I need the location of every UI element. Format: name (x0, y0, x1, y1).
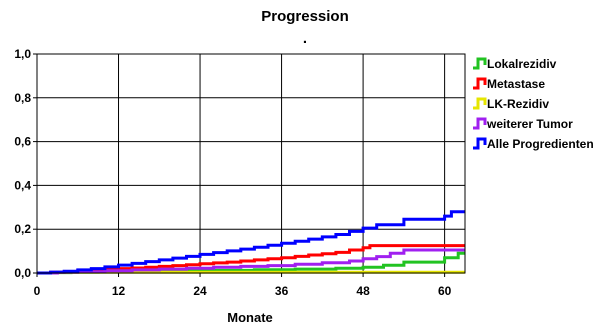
legend-swatch (473, 57, 487, 70)
legend-label: Metastase (487, 77, 545, 91)
legend: Lokalrezidiv Metastase LK-Rezidiv weiterer … (473, 57, 594, 151)
chart-subtitle: . (303, 30, 307, 47)
chart-title: Progression (261, 8, 349, 25)
legend-swatch (473, 137, 487, 150)
y-tick-label: 0,8 (14, 91, 31, 105)
series-lines (37, 210, 465, 275)
x-tick-label: 0 (34, 284, 41, 298)
plot-frame (36, 53, 466, 274)
x-tick-label: 60 (438, 284, 452, 298)
x-tick-label: 36 (275, 284, 289, 298)
legend-label: LK-Rezidiv (487, 97, 549, 111)
x-tick-label: 48 (356, 284, 370, 298)
x-axis-label: Monate (227, 310, 273, 325)
y-tick-label: 0,2 (14, 222, 31, 236)
legend-label: weiterer Tumor (486, 117, 573, 131)
y-tick-label: 0,6 (14, 135, 31, 149)
grid (36, 53, 465, 274)
legend-label: Lokalrezidiv (487, 57, 557, 71)
x-tick-label: 24 (193, 284, 207, 298)
y-tick-label: 0,0 (14, 266, 31, 280)
legend-swatch (473, 97, 487, 110)
legend-swatch (473, 117, 487, 130)
y-tick-label: 0,4 (14, 178, 31, 192)
legend-swatch (473, 77, 487, 90)
y-tick-label: 1,0 (14, 47, 31, 61)
x-axis-ticks: 0 12 24 36 48 60 (34, 273, 452, 298)
x-tick-label: 12 (112, 284, 126, 298)
legend-label: Alle Progredienten (487, 137, 594, 151)
y-axis-ticks: 0,0 0,2 0,4 0,6 0,8 1,0 (14, 47, 37, 280)
series-line (37, 210, 465, 275)
series-line (37, 248, 465, 275)
